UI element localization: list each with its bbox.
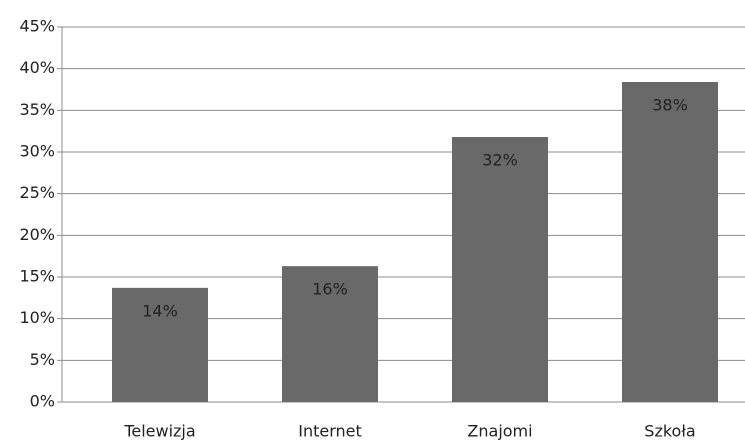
y-tick-label: 0%: [30, 392, 55, 411]
y-tick-label: 30%: [19, 142, 55, 161]
x-tick-label: Znajomi: [467, 422, 532, 441]
y-tick-label: 35%: [19, 100, 55, 119]
data-label: 38%: [652, 96, 688, 115]
x-tick-label: Szkoła: [644, 422, 695, 441]
y-tick-label: 5%: [30, 350, 55, 369]
y-tick-label: 20%: [19, 225, 55, 244]
bar: [622, 82, 718, 402]
data-label: 16%: [312, 280, 348, 299]
data-label: 32%: [482, 151, 518, 170]
bar: [112, 287, 208, 402]
y-tick-label: 40%: [19, 58, 55, 77]
x-tick-label: Telewizja: [123, 422, 195, 441]
bar: [282, 266, 378, 402]
x-tick-label: Internet: [298, 422, 362, 441]
y-tick-label: 25%: [19, 183, 55, 202]
y-tick-label: 10%: [19, 308, 55, 327]
bar: [452, 137, 548, 402]
data-label: 14%: [142, 301, 178, 320]
y-tick-label: 45%: [19, 17, 55, 36]
y-tick-label: 15%: [19, 267, 55, 286]
